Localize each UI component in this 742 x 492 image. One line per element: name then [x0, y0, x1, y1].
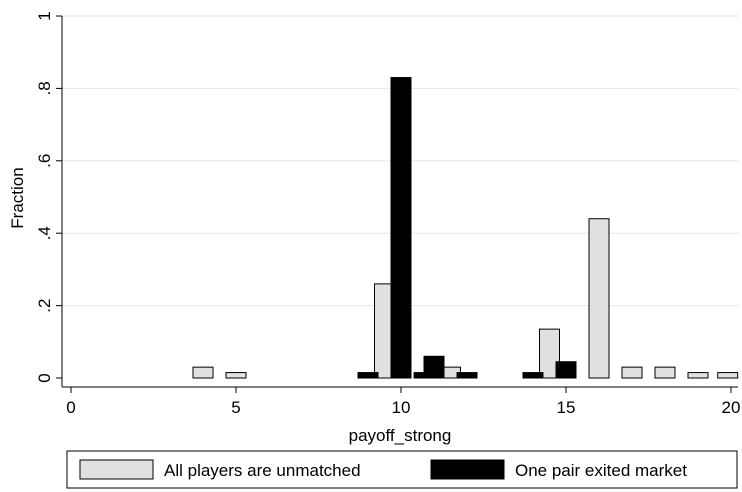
bar-exited — [423, 355, 445, 379]
y-tick-label: .6 — [35, 154, 54, 168]
legend: All players are unmatched One pair exited… — [66, 450, 738, 489]
y-tick-label: 0 — [35, 373, 54, 382]
bar-exited — [555, 361, 577, 379]
bar-exited — [357, 372, 379, 379]
x-axis-title: payoff_strong — [349, 426, 452, 445]
bar-unmatched — [717, 372, 739, 379]
bar-unmatched — [588, 218, 610, 379]
bar-unmatched — [687, 372, 709, 379]
bar-exited — [390, 77, 412, 379]
legend-key-2 — [430, 459, 505, 480]
bar-unmatched — [621, 366, 643, 379]
legend-key-1 — [79, 459, 154, 480]
bar-exited — [522, 372, 544, 379]
y-tick-label: .2 — [35, 299, 54, 313]
legend-box — [66, 450, 738, 489]
x-tick-label: 20 — [722, 398, 741, 417]
y-tick-label: 1 — [35, 11, 54, 20]
x-tick-label: 10 — [392, 398, 411, 417]
x-tick-label: 5 — [231, 398, 240, 417]
bar-unmatched — [654, 366, 676, 379]
x-tick-label: 0 — [66, 398, 75, 417]
y-tick-label: .8 — [35, 81, 54, 95]
x-tick-label: 15 — [557, 398, 576, 417]
legend-label-2: One pair exited market — [515, 461, 687, 480]
bar-unmatched — [192, 366, 214, 379]
y-axis-title: Fraction — [8, 167, 27, 228]
bar-exited — [456, 372, 478, 379]
bar-unmatched — [539, 328, 560, 379]
axes: 0.2.4.6.810 5 10 15 20 — [35, 11, 740, 417]
bar-unmatched — [225, 372, 247, 379]
y-tick-label: .4 — [35, 226, 54, 240]
legend-label-1: All players are unmatched — [164, 461, 361, 480]
bars — [192, 77, 739, 379]
